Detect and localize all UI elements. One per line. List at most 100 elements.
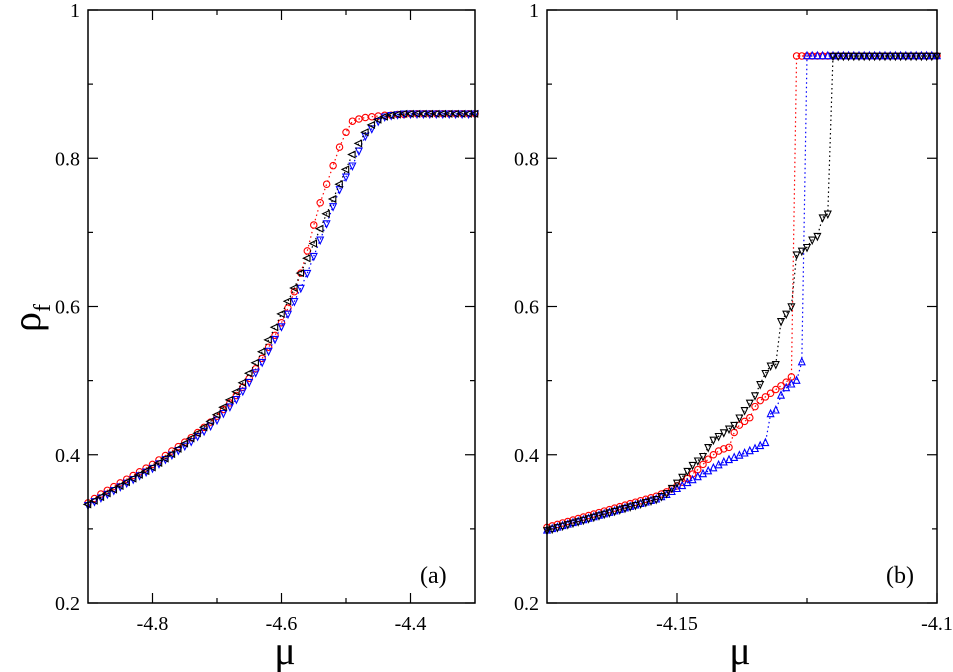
data-point: [303, 269, 312, 279]
data-point: [140, 467, 150, 476]
data-point: [646, 497, 656, 506]
data-point: [906, 52, 916, 62]
data-point: [269, 323, 279, 332]
data-point: [750, 392, 760, 401]
data-point: [698, 468, 708, 478]
data-point: [667, 484, 676, 494]
data-point: [828, 50, 838, 60]
data-point: [134, 470, 143, 479]
data-point: [568, 517, 578, 527]
data-point: [620, 502, 630, 512]
data-point: [813, 232, 822, 242]
data-point: [683, 477, 692, 487]
data-point: [327, 194, 337, 204]
data-point: [289, 283, 298, 293]
data-point: [730, 452, 739, 461]
data-point: [263, 335, 272, 344]
y-axis-label-subscript: f: [30, 304, 56, 312]
data-point: [725, 443, 733, 452]
data-point: [360, 128, 369, 137]
data-point: [735, 414, 744, 423]
data-point: [277, 319, 286, 327]
data-point: [296, 284, 305, 294]
data-point: [860, 52, 869, 62]
data-point: [886, 52, 895, 62]
panel-a-x-tick-label: -4.8: [137, 613, 169, 635]
data-point: [927, 50, 936, 60]
data-point: [314, 224, 324, 233]
data-point: [880, 52, 890, 62]
data-point: [166, 449, 176, 459]
data-point: [672, 479, 682, 489]
panel-b-y-tick-label: 0.2: [514, 593, 539, 615]
data-point: [558, 522, 567, 532]
data-point: [366, 120, 376, 129]
data-point: [553, 524, 562, 533]
data-point: [672, 483, 682, 493]
data-point: [340, 165, 350, 174]
data-point: [662, 490, 671, 499]
data-point: [792, 251, 801, 260]
data-point: [797, 247, 806, 257]
data-point: [751, 402, 759, 411]
data-point: [792, 375, 801, 384]
panel-b-tag: (b): [886, 563, 914, 589]
data-point: [303, 247, 312, 255]
data-point: [237, 378, 247, 387]
panel-b-ticks: 0.2 0.4 0.6 0.8 1 -4.15 -4.1: [514, 0, 953, 635]
data-point: [657, 493, 666, 502]
data-point: [766, 389, 775, 397]
data-point: [891, 50, 900, 60]
data-point: [589, 513, 598, 523]
svg-text:ρf: ρf: [4, 304, 56, 332]
data-point: [264, 343, 273, 352]
data-point: [218, 403, 227, 412]
panel-b-y-tick-label: 0.4: [514, 445, 539, 467]
series-line: [546, 55, 937, 531]
data-point: [347, 150, 356, 159]
data-point: [797, 356, 806, 366]
data-point: [147, 463, 156, 472]
data-point: [724, 454, 734, 464]
data-point: [740, 417, 749, 426]
data-point: [211, 410, 221, 419]
data-point: [329, 203, 338, 212]
data-point: [917, 52, 926, 62]
data-point: [594, 512, 604, 521]
data-point: [127, 474, 137, 483]
data-point: [316, 198, 324, 207]
data-point: [854, 52, 864, 62]
data-point: [834, 52, 843, 62]
data-point: [574, 516, 583, 525]
panel-b-x-axis-label: μ: [729, 628, 750, 672]
data-point: [922, 50, 931, 60]
data-point: [192, 429, 201, 438]
panel-b-series-2: [542, 52, 942, 536]
data-point: [704, 455, 712, 463]
series-line: [546, 55, 937, 531]
data-point: [385, 111, 395, 120]
data-point: [787, 303, 796, 312]
data-point: [756, 396, 764, 405]
data-point: [548, 523, 557, 533]
data-point: [334, 180, 343, 189]
data-point: [620, 504, 630, 514]
data-point: [219, 409, 228, 419]
data-point: [579, 514, 588, 524]
data-point: [238, 387, 247, 397]
panel-b-x-tick-label: -4.15: [656, 613, 698, 635]
data-point: [818, 50, 827, 60]
data-point: [912, 50, 921, 60]
panel-a-ticks: 0.2 0.4 0.6 0.8 1 -4.8 -4.6 -4.4: [55, 0, 475, 635]
series-line: [87, 113, 475, 505]
data-point: [917, 50, 926, 60]
data-point: [615, 506, 624, 515]
data-point: [579, 516, 588, 526]
data-point: [776, 318, 786, 327]
data-point: [367, 125, 376, 134]
data-point: [834, 50, 843, 60]
data-point: [198, 423, 208, 432]
data-point: [605, 507, 614, 516]
data-point: [563, 521, 572, 530]
data-point: [284, 304, 292, 312]
